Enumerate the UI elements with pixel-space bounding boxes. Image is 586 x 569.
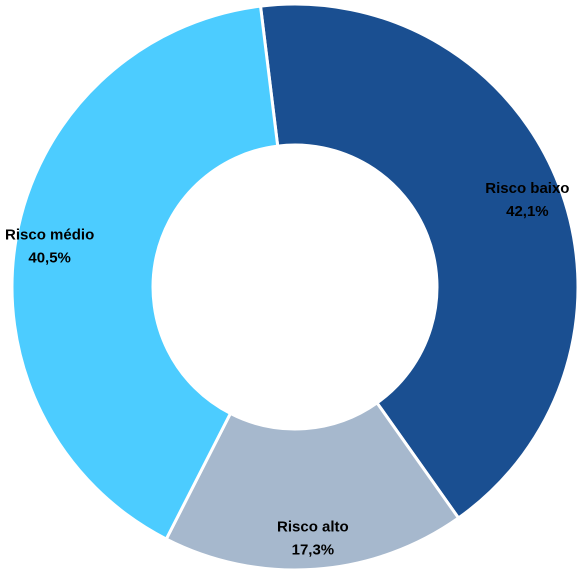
slice-label-risco-alto: Risco alto bbox=[277, 519, 349, 536]
donut-slices bbox=[12, 4, 578, 569]
slice-value-risco-medio: 40,5% bbox=[28, 250, 71, 267]
slice-label-risco-medio: Risco médio bbox=[5, 227, 94, 244]
slice-value-risco-alto: 17,3% bbox=[292, 542, 335, 559]
slice-value-risco-baixo: 42,1% bbox=[506, 203, 549, 220]
slice-label-risco-baixo: Risco baixo bbox=[485, 180, 569, 197]
